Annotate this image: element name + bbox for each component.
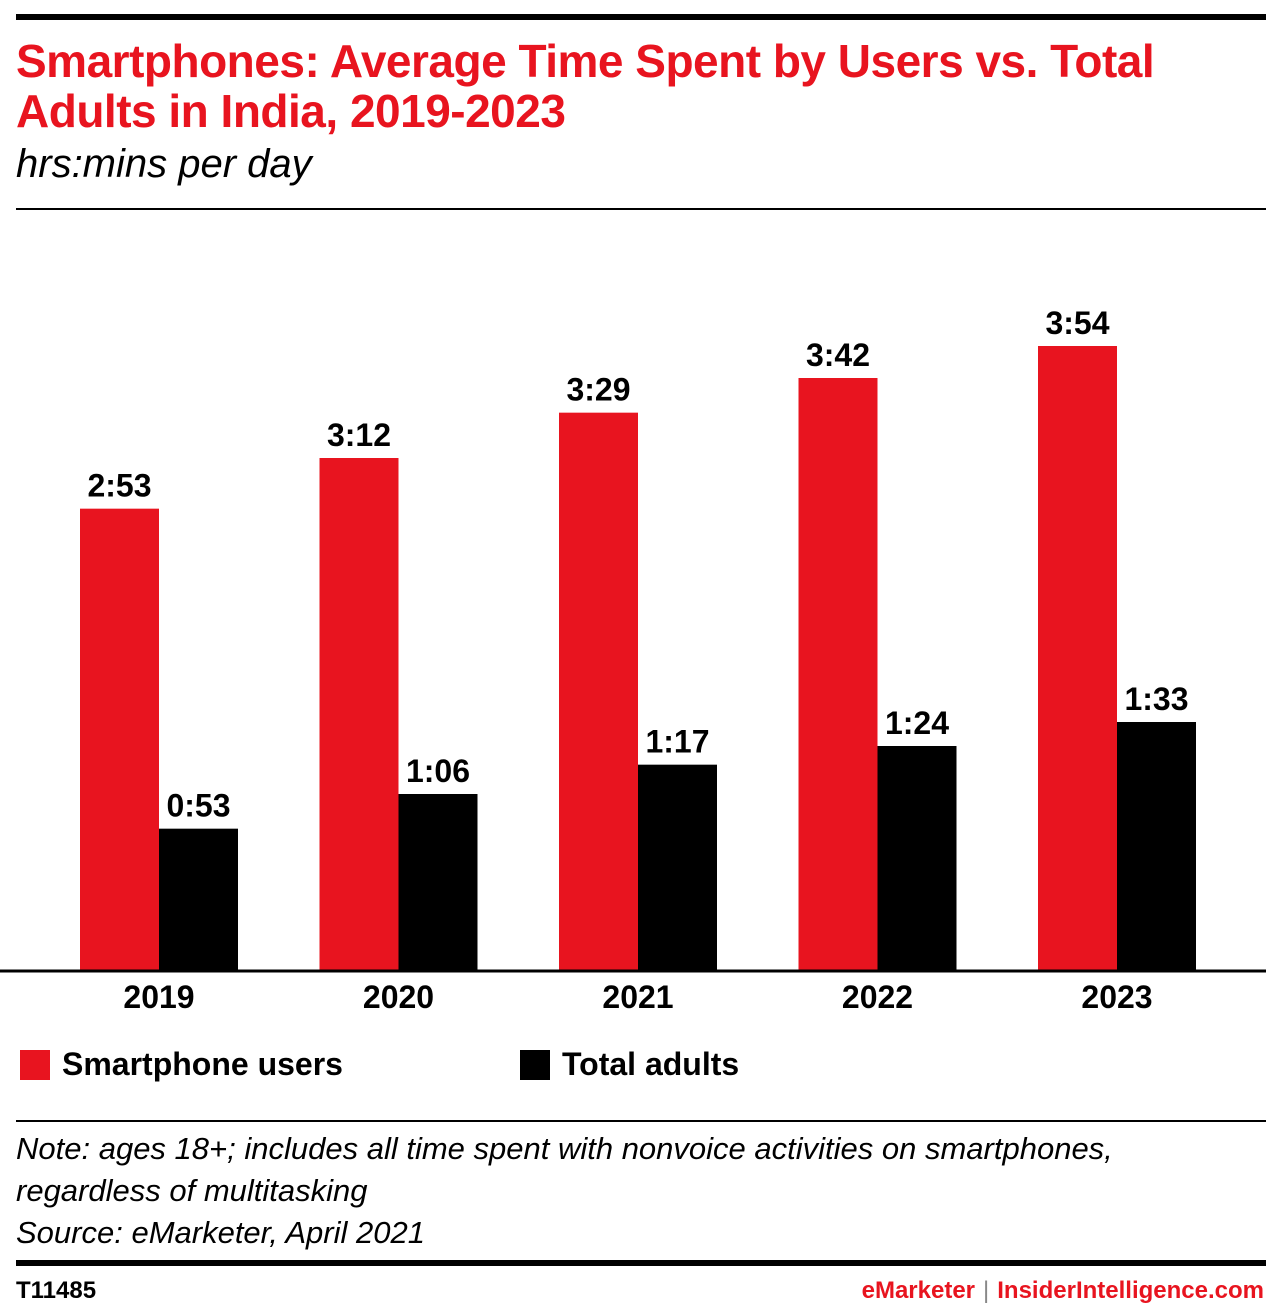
data-label-total-adults-2019: 0:53 [166, 788, 230, 824]
data-label-total-adults-2022: 1:24 [885, 705, 949, 741]
data-label-smartphone-users-2022: 3:42 [806, 337, 870, 373]
bar-smartphone-users-2021 [559, 412, 638, 971]
footer-brand: eMarketer | InsiderIntelligence.com [862, 1277, 1264, 1305]
x-tick-label-2020: 2020 [363, 979, 434, 1015]
data-label-total-adults-2023: 1:33 [1124, 681, 1188, 717]
bar-smartphone-users-2022 [798, 378, 878, 970]
bar-smartphone-users-2020 [319, 458, 399, 970]
legend-label: Total adults [562, 1046, 740, 1082]
x-tick-label-2022: 2022 [842, 979, 913, 1015]
legend-label: Smartphone users [62, 1046, 343, 1082]
chart-id: T11485 [16, 1277, 97, 1304]
bar-total-adults-2023 [1117, 722, 1196, 970]
data-label-smartphone-users-2020: 3:12 [327, 417, 391, 453]
bottom-rule [16, 1260, 1266, 1266]
top-rule [16, 14, 1266, 20]
bar-total-adults-2021 [638, 764, 717, 970]
legend-swatch-smartphone-users [20, 1049, 50, 1080]
data-label-smartphone-users-2019: 2:53 [87, 468, 151, 504]
source-text: Source: eMarketer, April 2021 [16, 1215, 425, 1250]
data-label-total-adults-2021: 1:17 [645, 724, 709, 760]
note-divider [16, 1120, 1266, 1122]
data-label-smartphone-users-2021: 3:29 [566, 372, 630, 408]
note-block: Note: ages 18+; includes all time spent … [16, 1128, 1266, 1254]
header-divider [16, 208, 1266, 210]
data-label-smartphone-users-2023: 3:54 [1045, 305, 1109, 341]
bar-total-adults-2020 [398, 794, 478, 970]
chart-title: Smartphones: Average Time Spent by Users… [16, 35, 1155, 137]
legend-item-smartphone-users: Smartphone users [20, 1046, 343, 1083]
bar-smartphone-users-2023 [1038, 346, 1117, 970]
brand-separator: | [983, 1277, 990, 1304]
legend-item-total-adults: Total adults [520, 1046, 739, 1083]
x-tick-label-2021: 2021 [602, 979, 673, 1015]
chart-subtitle: hrs:mins per day [16, 142, 312, 186]
legend: Smartphone users Total adults [16, 1046, 1256, 1094]
note-text: Note: ages 18+; includes all time spent … [16, 1131, 1113, 1208]
brand-emarketer: eMarketer [861, 1277, 976, 1304]
data-label-total-adults-2020: 1:06 [406, 753, 470, 789]
x-tick-label-2023: 2023 [1081, 979, 1152, 1015]
bar-smartphone-users-2019 [80, 508, 159, 970]
bar-total-adults-2019 [159, 828, 238, 970]
x-tick-label-2019: 2019 [123, 979, 194, 1015]
bar-total-adults-2022 [877, 746, 957, 970]
brand-insider-intelligence: InsiderIntelligence.com [997, 1277, 1264, 1304]
legend-swatch-total-adults [520, 1049, 550, 1080]
